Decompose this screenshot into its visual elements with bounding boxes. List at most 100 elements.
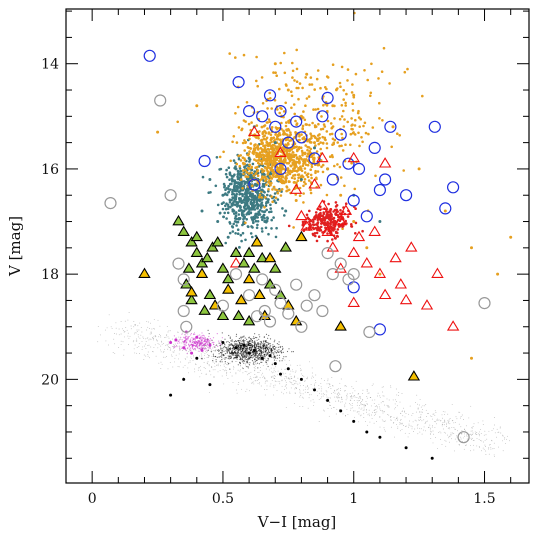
point-s6-25 bbox=[242, 314, 256, 326]
point-s4-29 bbox=[373, 323, 386, 336]
point-s8-17 bbox=[290, 278, 303, 291]
point-s0-6 bbox=[252, 348, 256, 352]
point-s5-27 bbox=[347, 151, 360, 163]
point-s3-25 bbox=[470, 356, 473, 360]
point-s4-19 bbox=[368, 141, 381, 154]
point-s4-23 bbox=[400, 189, 413, 202]
point-s5-4 bbox=[295, 209, 308, 221]
point-s8-12 bbox=[258, 304, 271, 318]
point-s5-26 bbox=[316, 151, 329, 163]
point-s4-11 bbox=[316, 110, 329, 123]
point-s6-7 bbox=[195, 257, 209, 268]
point-s3-2 bbox=[299, 114, 303, 118]
point-s1-2 bbox=[195, 335, 199, 339]
point-s6-5 bbox=[185, 293, 198, 305]
point-s8-19 bbox=[300, 299, 313, 312]
y-tick-label: 20 bbox=[41, 372, 59, 388]
point-s4-9 bbox=[295, 131, 308, 144]
point-s6-16 bbox=[237, 257, 251, 268]
point-s3-14 bbox=[305, 72, 309, 76]
point-s2-2 bbox=[234, 167, 238, 171]
point-s8-1 bbox=[154, 94, 167, 107]
point-s2-8 bbox=[260, 188, 264, 192]
point-s6-6 bbox=[190, 230, 203, 242]
point-s3-13 bbox=[294, 199, 298, 202]
point-s3-22 bbox=[509, 235, 513, 239]
point-s7-12 bbox=[334, 320, 347, 331]
point-s8-23 bbox=[326, 268, 339, 281]
point-s6-26 bbox=[279, 241, 292, 252]
point-s5-0 bbox=[229, 257, 243, 268]
point-s5-22 bbox=[420, 299, 434, 310]
y-tick-label: 18 bbox=[41, 267, 59, 283]
point-s0-13 bbox=[352, 419, 356, 423]
point-s8-6 bbox=[180, 320, 193, 333]
point-s0-22 bbox=[279, 372, 282, 376]
point-s3-21 bbox=[496, 272, 500, 276]
point-s0-10 bbox=[313, 388, 316, 392]
point-s5-5 bbox=[300, 220, 313, 231]
point-s6-17 bbox=[242, 246, 256, 257]
point-s0-15 bbox=[378, 435, 382, 439]
point-s4-26 bbox=[447, 181, 460, 194]
point-s0-1 bbox=[247, 351, 251, 355]
point-s4-16 bbox=[347, 194, 360, 207]
point-s2-3 bbox=[247, 156, 251, 160]
point-s4-27 bbox=[198, 154, 211, 168]
point-s5-24 bbox=[446, 320, 460, 331]
point-s5-25 bbox=[347, 296, 360, 307]
point-s3-15 bbox=[331, 104, 335, 108]
point-s8-27 bbox=[329, 360, 342, 373]
point-s8-24 bbox=[334, 257, 347, 270]
point-s8-28 bbox=[363, 325, 376, 339]
data-marks bbox=[104, 49, 513, 460]
point-s2-16 bbox=[313, 146, 316, 150]
point-s0-5 bbox=[242, 343, 246, 347]
point-s4-13 bbox=[326, 173, 339, 186]
point-s2-19 bbox=[378, 220, 382, 223]
y-tick-label: 14 bbox=[41, 57, 59, 73]
point-s8-11 bbox=[256, 273, 269, 286]
point-s7-1 bbox=[185, 286, 198, 297]
point-s0-9 bbox=[299, 377, 303, 381]
background-field-stars bbox=[97, 11, 511, 457]
x-tick-label: 0.5 bbox=[212, 491, 234, 507]
point-s4-1 bbox=[232, 75, 245, 89]
point-s5-16 bbox=[373, 267, 387, 278]
point-s4-14 bbox=[334, 128, 347, 141]
point-s0-11 bbox=[326, 398, 330, 402]
point-s8-15 bbox=[274, 297, 287, 310]
point-s3-12 bbox=[279, 178, 282, 181]
point-s3-3 bbox=[313, 141, 316, 145]
point-s2-9 bbox=[273, 141, 277, 145]
point-s3-20 bbox=[470, 246, 473, 250]
point-s5-11 bbox=[339, 204, 353, 215]
point-s6-13 bbox=[203, 288, 217, 300]
point-s4-20 bbox=[373, 183, 386, 197]
point-s6-3 bbox=[182, 262, 196, 273]
point-s0-20 bbox=[169, 393, 173, 397]
point-s5-12 bbox=[347, 246, 360, 257]
point-s5-18 bbox=[389, 251, 402, 263]
point-s8-22 bbox=[321, 247, 334, 260]
y-axis-label: V [mag] bbox=[6, 216, 24, 277]
point-s4-8 bbox=[290, 115, 303, 128]
point-s4-31 bbox=[274, 162, 287, 175]
point-s6-18 bbox=[248, 262, 261, 273]
point-s8-10 bbox=[250, 310, 264, 323]
point-s8-29 bbox=[457, 431, 470, 444]
point-s3-16 bbox=[352, 93, 356, 97]
point-s3-24 bbox=[156, 130, 160, 134]
point-s6-15 bbox=[229, 246, 243, 257]
point-s6-14 bbox=[198, 304, 211, 315]
point-s0-3 bbox=[260, 356, 264, 360]
x-tick-label: 1.5 bbox=[473, 491, 495, 507]
point-s6-12 bbox=[222, 272, 235, 284]
point-s2-5 bbox=[226, 235, 230, 239]
point-s3-10 bbox=[247, 167, 251, 171]
point-s5-19 bbox=[394, 278, 407, 289]
point-s8-30 bbox=[478, 297, 491, 310]
point-s3-5 bbox=[339, 193, 343, 197]
point-s7-14 bbox=[195, 267, 209, 278]
point-s4-3 bbox=[256, 110, 269, 123]
